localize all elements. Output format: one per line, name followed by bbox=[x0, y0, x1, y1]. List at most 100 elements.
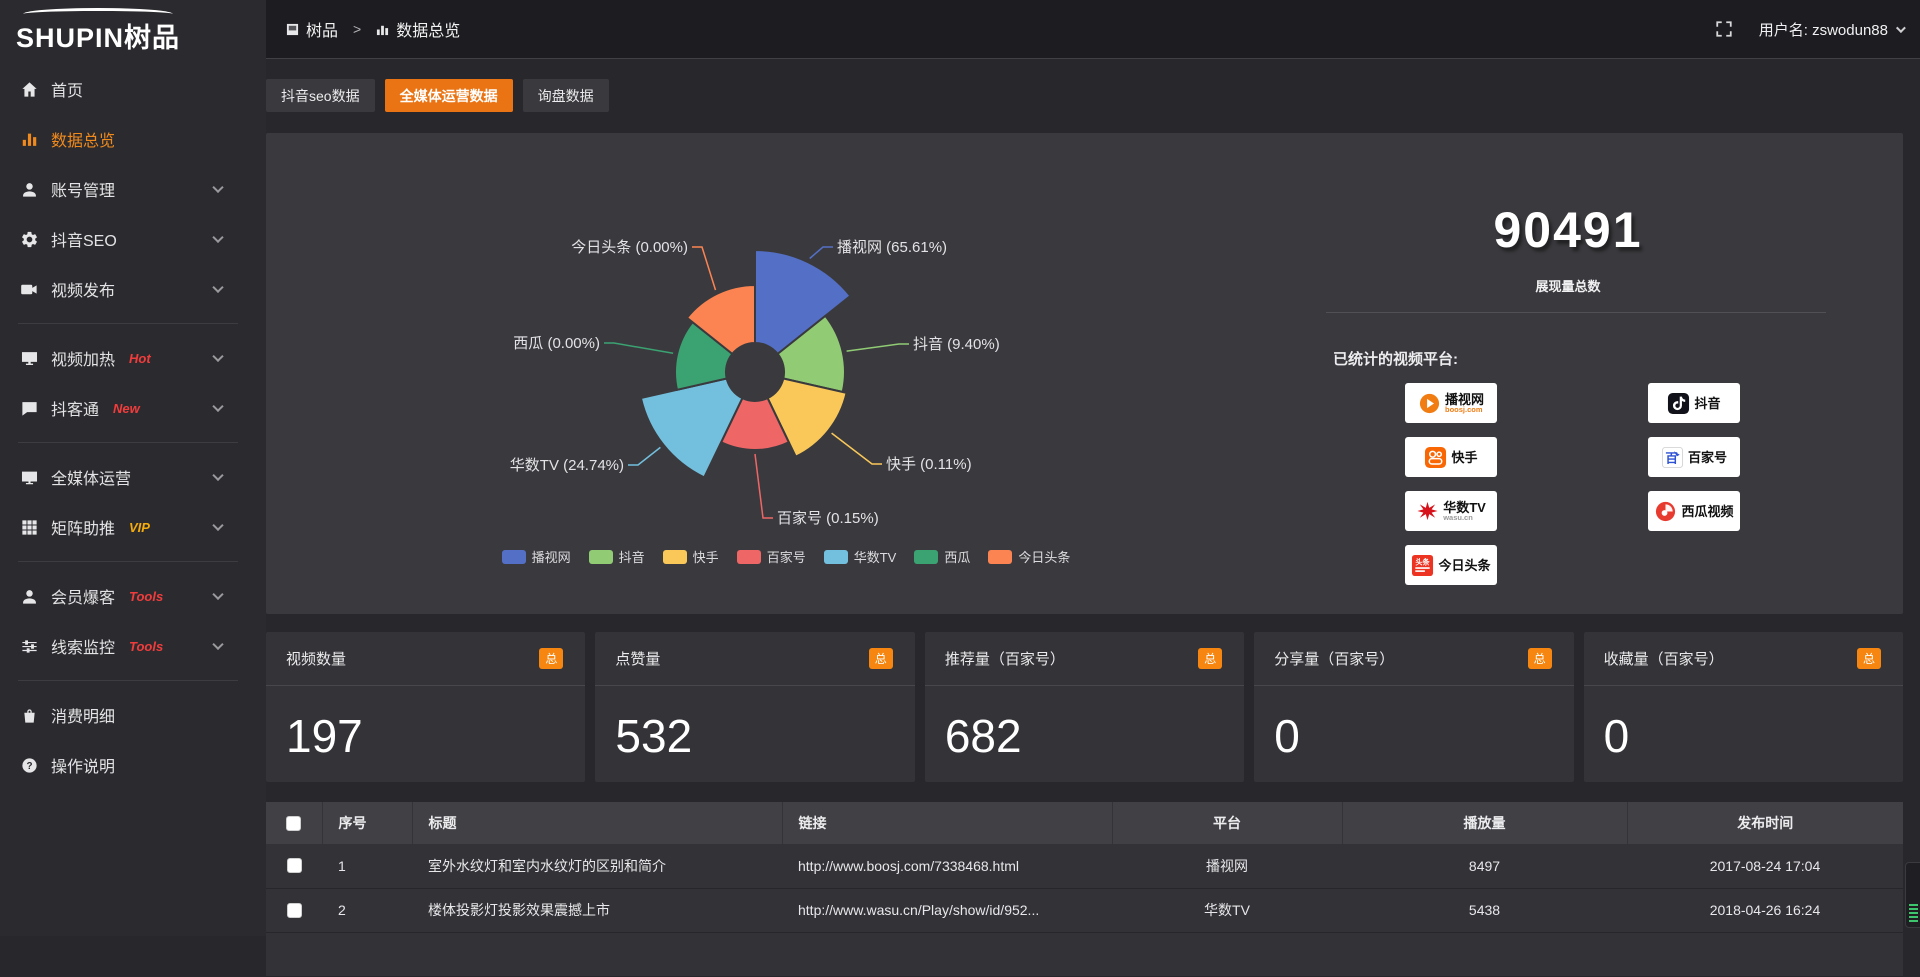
legend-swatch bbox=[824, 550, 848, 564]
sidebar-item-home[interactable]: 首页 bbox=[0, 64, 266, 114]
home-icon bbox=[20, 80, 39, 99]
platform-name: 百家号 bbox=[1688, 451, 1727, 464]
tab-omnimedia[interactable]: 全媒体运营数据 bbox=[385, 79, 513, 112]
main-content: 抖音seo数据全媒体运营数据询盘数据 播视网 (65.61%)抖音 (9.40%… bbox=[266, 60, 1903, 977]
sidebar-item-gear[interactable]: 抖音SEO bbox=[0, 214, 266, 264]
grid-icon bbox=[20, 518, 39, 537]
breadcrumb-current: 数据总览 bbox=[396, 17, 460, 41]
username-label: 用户名: zswodun88 bbox=[1759, 19, 1888, 40]
platform-name: 西瓜视频 bbox=[1681, 505, 1733, 518]
legend-item-播视网[interactable]: 播视网 bbox=[502, 547, 571, 566]
platform-name: 播视网 bbox=[1445, 393, 1484, 406]
legend-item-西瓜[interactable]: 西瓜 bbox=[914, 547, 970, 566]
app-logo[interactable]: SHUPIN树品 bbox=[0, 0, 266, 62]
platform-badge-xigua: 西瓜视频 bbox=[1648, 491, 1740, 531]
sidebar-item-label: 抖音SEO bbox=[51, 227, 117, 251]
table-row-partial bbox=[266, 932, 1903, 976]
cell-plays: 5438 bbox=[1342, 888, 1627, 932]
sidebar-item-bar-chart[interactable]: 数据总览 bbox=[0, 114, 266, 164]
cell-publish-time: 2017-08-24 17:04 bbox=[1627, 844, 1903, 888]
user-menu[interactable]: 用户名: zswodun88 bbox=[1759, 19, 1903, 40]
legend-label: 快手 bbox=[693, 547, 719, 566]
row-checkbox[interactable] bbox=[287, 858, 302, 873]
sidebar-item-help[interactable]: ? 操作说明 bbox=[0, 740, 266, 790]
floating-helper-widget[interactable] bbox=[1905, 862, 1920, 928]
pie-label-抖音: 抖音 (9.40%) bbox=[913, 336, 1000, 353]
legend-swatch bbox=[663, 550, 687, 564]
legend-label: 华数TV bbox=[854, 547, 897, 566]
chevron-down-icon bbox=[212, 232, 223, 243]
column-header-5: 发布时间 bbox=[1627, 802, 1903, 844]
sidebar-divider bbox=[18, 680, 238, 681]
total-badge[interactable]: 总 bbox=[869, 648, 893, 669]
sidebar-item-label: 消费明细 bbox=[51, 703, 115, 727]
tab-inquiry[interactable]: 询盘数据 bbox=[523, 79, 609, 112]
pie-slice-华数TV[interactable] bbox=[641, 379, 743, 478]
breadcrumb-root[interactable]: 树品 bbox=[306, 17, 338, 41]
tab-douyin-seo[interactable]: 抖音seo数据 bbox=[266, 79, 375, 112]
user-icon bbox=[20, 180, 39, 199]
logo-text: SHUPIN树品 bbox=[16, 16, 180, 55]
topbar: 树品 > 数据总览 用户名: zswodun88 bbox=[266, 0, 1920, 59]
sidebar-item-expense[interactable]: 消费明细 bbox=[0, 690, 266, 740]
cell-url-link[interactable]: http://www.wasu.cn/Play/show/id/952... bbox=[782, 888, 1112, 932]
sidebar-item-user[interactable]: 账号管理 bbox=[0, 164, 266, 214]
cell-url-link[interactable]: http://www.boosj.com/7338468.html bbox=[782, 844, 1112, 888]
breadcrumb: 树品 > 数据总览 bbox=[286, 17, 460, 41]
helper-bar bbox=[1909, 916, 1918, 918]
pie-label-line bbox=[628, 447, 660, 465]
column-header-3: 平台 bbox=[1112, 802, 1342, 844]
pie-label-line bbox=[810, 247, 833, 259]
stat-card-label: 收藏量（百家号） bbox=[1604, 648, 1724, 669]
platform-name: 华数TV bbox=[1443, 501, 1486, 514]
platform-name: 快手 bbox=[1451, 451, 1477, 464]
legend-item-快手[interactable]: 快手 bbox=[663, 547, 719, 566]
impressions-total-label: 展现量总数 bbox=[1368, 276, 1768, 295]
column-header-2: 链接 bbox=[782, 802, 1112, 844]
sidebar-item-label: 操作说明 bbox=[51, 753, 115, 777]
sidebar-item-video[interactable]: 视频发布 bbox=[0, 264, 266, 314]
stat-card-value: 0 bbox=[1254, 686, 1573, 763]
column-header-4: 播放量 bbox=[1342, 802, 1627, 844]
pie-label-百家号: 百家号 (0.15%) bbox=[777, 510, 879, 527]
boosj-logo bbox=[1418, 392, 1441, 415]
monitor-icon bbox=[20, 468, 39, 487]
sidebar-divider bbox=[18, 561, 238, 562]
total-badge[interactable]: 总 bbox=[539, 648, 563, 669]
svg-text:?: ? bbox=[26, 760, 32, 771]
pie-label-line bbox=[847, 344, 909, 351]
total-badge[interactable]: 总 bbox=[1857, 648, 1881, 669]
legend-item-今日头条[interactable]: 今日头条 bbox=[988, 547, 1070, 566]
column-header-1: 标题 bbox=[412, 802, 782, 844]
cell-title-link[interactable]: 楼体投影灯投影效果震撼上市 bbox=[412, 888, 782, 932]
row-checkbox[interactable] bbox=[287, 903, 302, 918]
legend-item-华数TV[interactable]: 华数TV bbox=[824, 547, 897, 566]
legend-swatch bbox=[589, 550, 613, 564]
chevron-down-icon bbox=[212, 282, 223, 293]
legend-item-抖音[interactable]: 抖音 bbox=[589, 547, 645, 566]
cell-title-link[interactable]: 室外水纹灯和室内水纹灯的区别和简介 bbox=[412, 844, 782, 888]
member-icon bbox=[20, 587, 39, 606]
total-badge[interactable]: 总 bbox=[1198, 648, 1222, 669]
sidebar-divider bbox=[18, 442, 238, 443]
breadcrumb-separator: > bbox=[353, 21, 361, 37]
legend-item-百家号[interactable]: 百家号 bbox=[737, 547, 806, 566]
legend-swatch bbox=[737, 550, 761, 564]
sidebar-item-label: 账号管理 bbox=[51, 177, 115, 201]
total-badge[interactable]: 总 bbox=[1528, 648, 1552, 669]
breadcrumb-chart-icon bbox=[376, 23, 389, 36]
breadcrumb-root-icon bbox=[286, 23, 299, 36]
select-all-checkbox[interactable] bbox=[286, 816, 301, 831]
fullscreen-icon[interactable] bbox=[1715, 20, 1733, 38]
sidebar-item-monitor[interactable]: 全媒体运营 bbox=[0, 452, 266, 502]
